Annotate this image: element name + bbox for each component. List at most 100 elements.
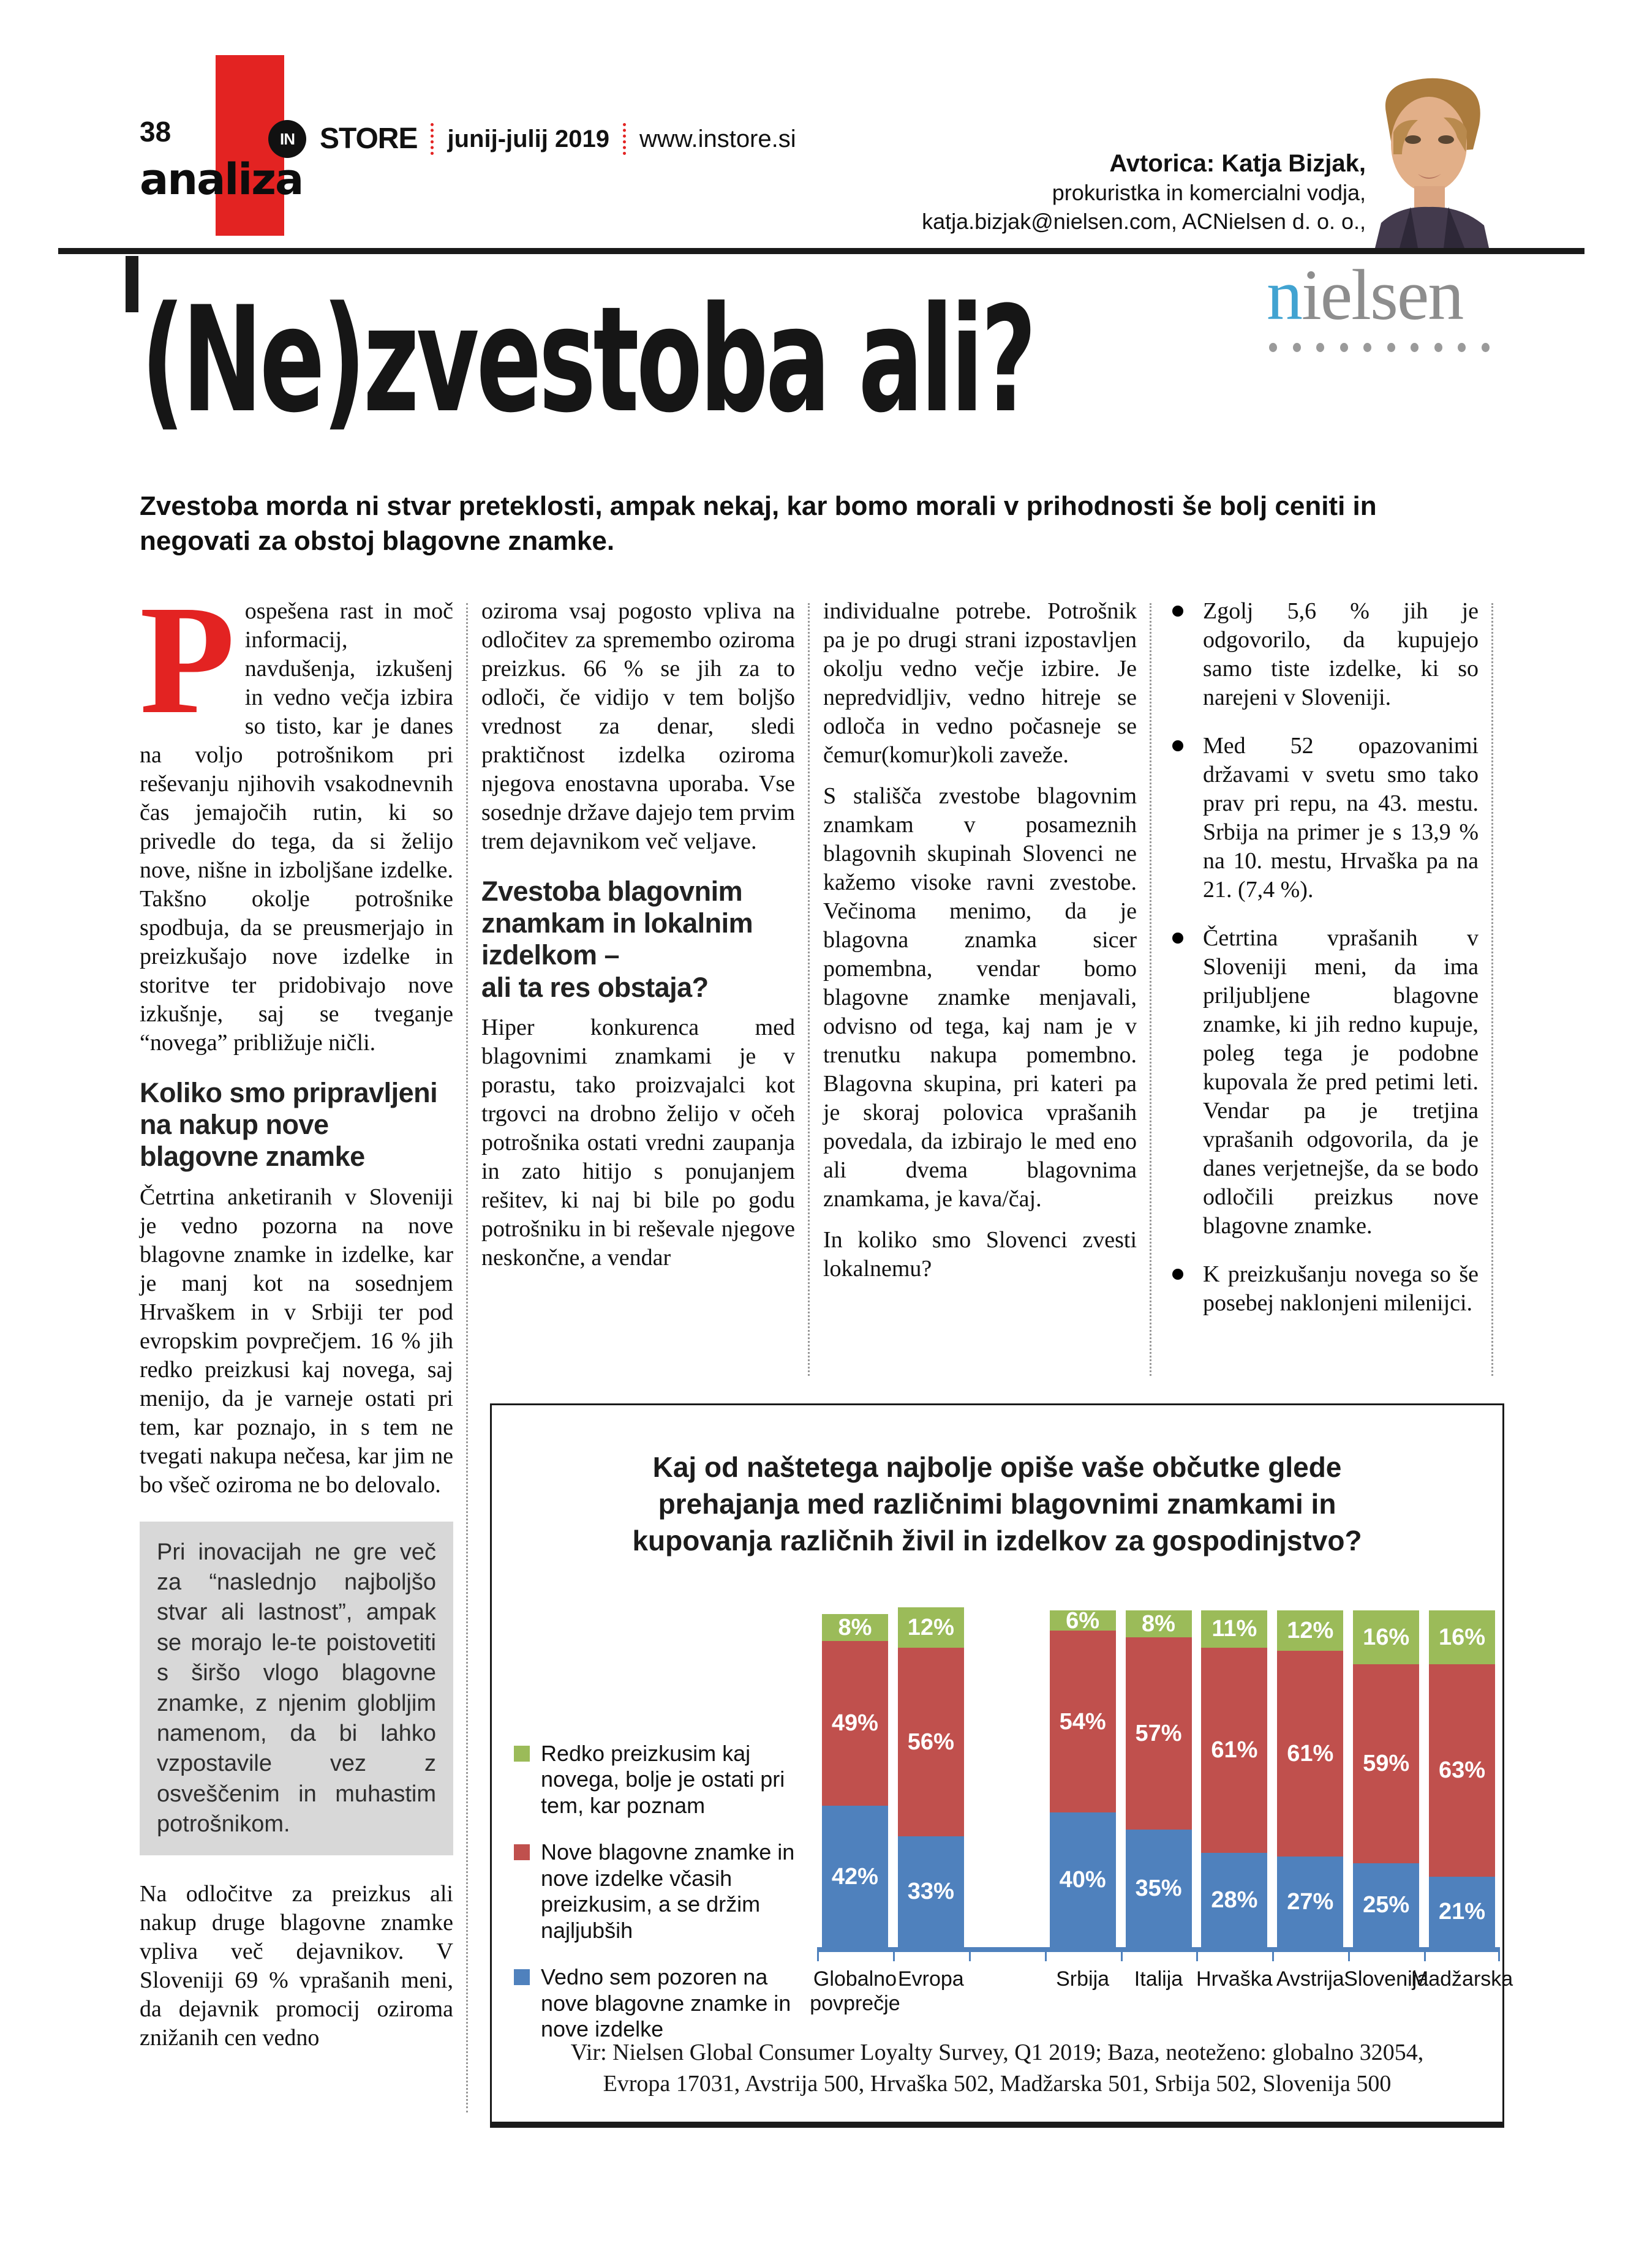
bar-value-label: 8% bbox=[838, 1614, 872, 1640]
x-axis-label-slovenija: Slovenija bbox=[1344, 1967, 1429, 1991]
bar-segment: 49% bbox=[821, 1640, 888, 1806]
body-column-4: Zgolj 5,6 % jih je odgovorilo, da kupuje… bbox=[1165, 597, 1479, 1337]
legend-item: Nove blagovne znamke in nove izdelke vča… bbox=[514, 1839, 813, 1943]
bar-value-label: 63% bbox=[1439, 1757, 1486, 1784]
chart-legend: Redko preizkusim kaj novega, bolje je os… bbox=[514, 1741, 813, 2063]
axis-tick bbox=[1196, 1952, 1199, 1961]
nielsen-logo: nielsen bbox=[1267, 257, 1502, 352]
author-name: Avtorica: Katja Bizjak, bbox=[1109, 150, 1366, 177]
chart-source: Vir: Nielsen Global Consumer Loyalty Sur… bbox=[570, 2040, 1424, 2097]
bar-segment: 16% bbox=[1353, 1610, 1420, 1664]
bar-segment: 11% bbox=[1201, 1610, 1268, 1648]
bullet-list: Zgolj 5,6 % jih je odgovorilo, da kupuje… bbox=[1165, 597, 1479, 1318]
bar-value-label: 16% bbox=[1363, 1624, 1410, 1650]
bar-segment: 40% bbox=[1049, 1812, 1116, 1947]
paragraph: In koliko smo Slovenci zvesti lokalnemu? bbox=[823, 1227, 1137, 1282]
bar-segment: 28% bbox=[1201, 1853, 1268, 1947]
legend-swatch-blue bbox=[514, 1969, 530, 1986]
subheading-new-brand-purchase: Koliko smo pripravljeni na nakup nove bl… bbox=[140, 1077, 438, 1173]
bar-value-label: 59% bbox=[1363, 1751, 1410, 1777]
bullet-icon bbox=[1172, 740, 1183, 751]
list-item: Med 52 opazovanimi državami v svetu smo … bbox=[1165, 732, 1479, 904]
author-contact: katja.bizjak@nielsen.com, ACNielsen d. o… bbox=[922, 208, 1366, 234]
subheading-brand-loyalty: Zvestoba blagovnim znamkam in lokalnim i… bbox=[481, 876, 795, 1004]
bar-segment: 56% bbox=[897, 1647, 964, 1836]
bar-segment: 61% bbox=[1277, 1651, 1344, 1857]
bar-segment: 6% bbox=[1049, 1607, 1116, 1634]
author-block: Avtorica: Katja Bizjak, prokuristka in k… bbox=[857, 148, 1366, 236]
bar-segment: 35% bbox=[1125, 1829, 1192, 1947]
bar-segment: 8% bbox=[1125, 1610, 1192, 1637]
x-axis-label-madzarska: Madžarska bbox=[1411, 1967, 1513, 1991]
bar-segment: 12% bbox=[897, 1607, 964, 1648]
axis-tick bbox=[1348, 1952, 1351, 1961]
bar-value-label: 21% bbox=[1439, 1899, 1486, 1925]
x-axis-label-hrvaska: Hrvaška bbox=[1196, 1967, 1273, 1991]
axis-tick bbox=[1272, 1952, 1275, 1961]
bar-globalno-povprecje: 8% 49% 42% bbox=[821, 1613, 888, 1947]
axis-tick bbox=[817, 1952, 819, 1961]
legend-label: Redko preizkusim kaj novega, bolje je os… bbox=[541, 1741, 785, 1818]
masthead-divider bbox=[623, 123, 626, 155]
subheading-line: Zvestoba blagovnim znamkam in lokalnim i… bbox=[481, 876, 753, 971]
header-rule bbox=[58, 248, 1584, 254]
instore-brand-word: STORE bbox=[320, 122, 418, 155]
list-item: Četrtina vprašanih v Sloveniji meni, da … bbox=[1165, 924, 1479, 1241]
column-separator bbox=[1491, 603, 1493, 1376]
bar-value-label: 25% bbox=[1363, 1892, 1410, 1918]
bar-value-label: 12% bbox=[1287, 1618, 1334, 1643]
pull-quote-box: Pri inovacijah ne gre več za “naslednjo … bbox=[140, 1521, 453, 1856]
nielsen-dots-icon bbox=[1267, 342, 1492, 352]
axis-tick bbox=[1044, 1952, 1047, 1961]
bar-segment: 63% bbox=[1429, 1664, 1496, 1877]
issue-date: junij-julij 2019 bbox=[447, 126, 609, 152]
legend-swatch-green bbox=[514, 1746, 530, 1762]
list-item: K preizkušanju novega so še posebej nakl… bbox=[1165, 1260, 1479, 1318]
paragraph: S stališča zvestobe blagovnim znamkam v … bbox=[823, 783, 1137, 1212]
legend-label: Nove blagovne znamke in nove izdelke vča… bbox=[541, 1839, 795, 1943]
axis-tick bbox=[968, 1952, 971, 1961]
axis-tick bbox=[1498, 1952, 1500, 1961]
x-axis-label-srbija: Srbija bbox=[1056, 1967, 1110, 1991]
bar-segment: 59% bbox=[1353, 1664, 1420, 1863]
paragraph: Na odločitve za preizkus ali nakup druge… bbox=[140, 1881, 453, 2051]
bar-value-label: 6% bbox=[1066, 1607, 1100, 1634]
page-number: 38 bbox=[140, 116, 171, 148]
bar-slovenija: 16% 59% 25% bbox=[1353, 1610, 1420, 1947]
bar-value-label: 42% bbox=[831, 1863, 878, 1890]
bar-segment: 8% bbox=[821, 1613, 888, 1641]
body-column-2: oziroma vsaj pogosto vpliva na odločitev… bbox=[481, 597, 795, 1272]
bar-segment: 21% bbox=[1429, 1876, 1496, 1947]
bar-segment: 61% bbox=[1201, 1647, 1268, 1853]
bar-segment: 27% bbox=[1277, 1856, 1344, 1947]
author-photo bbox=[1375, 76, 1489, 248]
website-url: www.instore.si bbox=[639, 126, 796, 152]
bar-value-label: 16% bbox=[1439, 1624, 1486, 1650]
bar-segment: 54% bbox=[1049, 1631, 1116, 1812]
bar-segment: 16% bbox=[1429, 1610, 1496, 1664]
bar-segment: 25% bbox=[1353, 1863, 1420, 1947]
instore-in-logo-icon: IN bbox=[268, 120, 306, 158]
axis-tick bbox=[892, 1952, 895, 1961]
bullet-icon bbox=[1172, 933, 1183, 944]
article-title: (Ne)zvestoba ali? bbox=[141, 276, 1036, 445]
legend-item: Vedno sem pozoren na nove blagovne znamk… bbox=[514, 1964, 813, 2042]
bar-segment: 57% bbox=[1125, 1637, 1192, 1830]
chart-panel: Kaj od naštetega najbolje opiše vaše obč… bbox=[490, 1403, 1513, 2128]
legend-swatch-red bbox=[514, 1844, 530, 1861]
paragraph: Hiper konkurenca med blagovnimi znamkami… bbox=[481, 1014, 795, 1271]
axis-tick bbox=[1424, 1952, 1426, 1961]
bar-value-label: 57% bbox=[1135, 1720, 1182, 1746]
drop-cap: P bbox=[140, 574, 235, 746]
bullet-icon bbox=[1172, 606, 1183, 617]
bar-madzarska: 16% 63% 21% bbox=[1429, 1610, 1496, 1947]
bar-value-label: 27% bbox=[1287, 1888, 1334, 1915]
column-separator bbox=[808, 603, 810, 1376]
x-axis-label-evropa: Evropa bbox=[897, 1967, 964, 1991]
body-column-3: individualne potrebe. Potrošnik pa je po… bbox=[823, 597, 1137, 1283]
author-role: prokuristka in komercialni vodja, bbox=[1052, 180, 1366, 205]
bar-srbija: 6% 54% 40% bbox=[1049, 1607, 1116, 1947]
x-axis-label-globalno-povprecje: Globalno povprečje bbox=[810, 1967, 900, 2016]
bar-evropa: 12% 56% 33% bbox=[897, 1607, 964, 1947]
